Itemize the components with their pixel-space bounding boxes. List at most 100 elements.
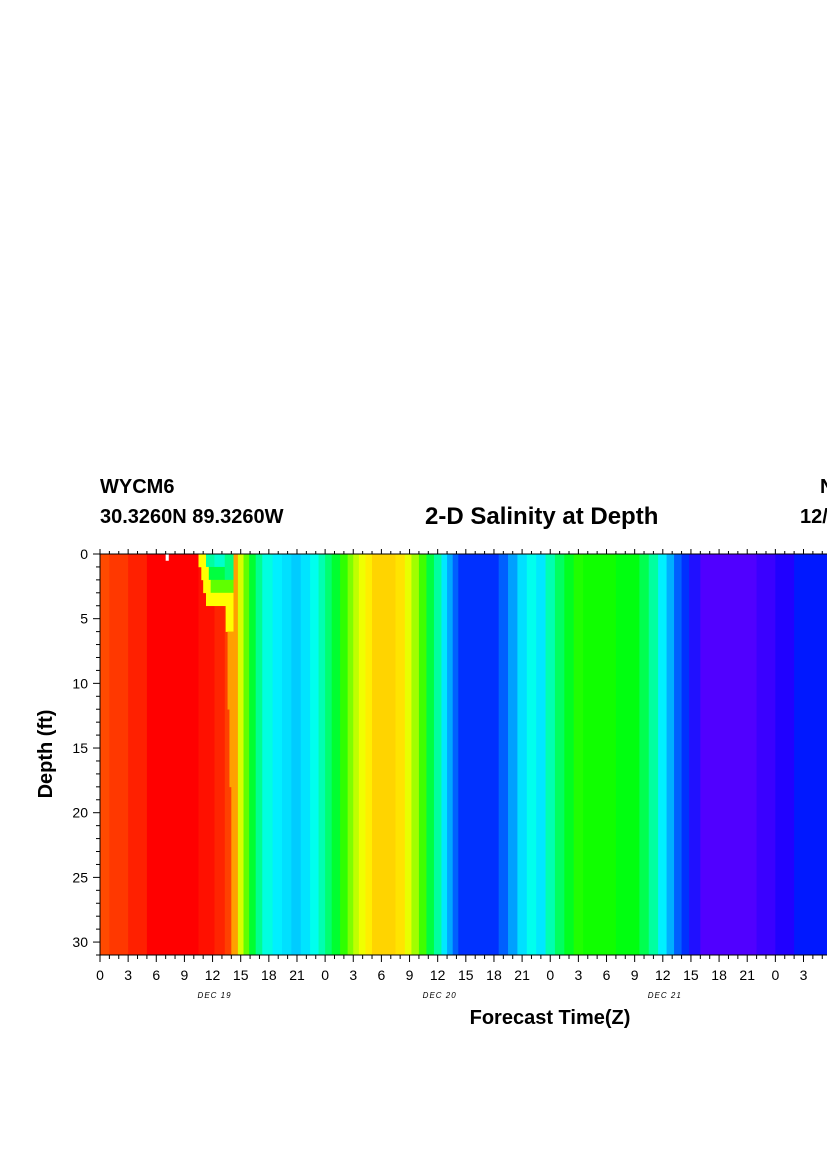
x-tick-label: 18 — [486, 967, 502, 983]
heatmap-band-52 — [674, 554, 682, 955]
heatmap-band-22 — [347, 554, 354, 955]
chart-title: 2-D Salinity at Depth — [425, 503, 659, 530]
heatmap-band-46 — [583, 554, 617, 955]
date-label: DEC 19 — [198, 991, 232, 1000]
heatmap-band-35 — [452, 554, 459, 955]
heatmap-cell-11 — [227, 631, 234, 710]
heatmap-cell-14 — [165, 554, 169, 561]
heatmap-band-25 — [365, 554, 373, 955]
heatmap-band-49 — [648, 554, 659, 955]
x-tick-label: 3 — [800, 967, 808, 983]
heatmap-band-12 — [262, 554, 273, 955]
plot-area — [100, 554, 827, 955]
heatmap-band-14 — [281, 554, 292, 955]
x-tick-label: 18 — [261, 967, 277, 983]
x-tick-label: 0 — [771, 967, 779, 983]
heatmap-cell-9 — [205, 592, 234, 607]
heatmap-band-7 — [233, 554, 239, 955]
heatmap-cell-7 — [203, 579, 211, 594]
heatmap-band-10 — [249, 554, 257, 955]
heatmap-band-36 — [458, 554, 500, 955]
heatmap-band-50 — [658, 554, 667, 955]
x-tick-label: 0 — [546, 967, 554, 983]
heatmap-band-38 — [508, 554, 518, 955]
heatmap-band-48 — [639, 554, 650, 955]
heatmap-band-15 — [291, 554, 302, 955]
heatmap-band-33 — [441, 554, 448, 955]
x-tick-label: 18 — [711, 967, 727, 983]
x-tick-label: 15 — [458, 967, 474, 983]
heatmap-band-19 — [325, 554, 333, 955]
y-tick-label: 0 — [80, 546, 88, 562]
y-tick-label: 25 — [72, 869, 88, 885]
right-header-line-2: 12/ — [800, 506, 827, 528]
x-tick-label: 6 — [152, 967, 160, 983]
heatmap-band-53 — [681, 554, 690, 955]
heatmap-band-44 — [564, 554, 575, 955]
heatmap-band-34 — [447, 554, 454, 955]
x-tick-label: 21 — [739, 967, 755, 983]
x-tick-label: 12 — [205, 967, 221, 983]
y-tick-label: 5 — [80, 611, 88, 627]
heatmap-band-1 — [109, 554, 129, 955]
heatmap-band-21 — [340, 554, 349, 955]
right-header-line-1: N — [820, 476, 827, 499]
heatmap-band-4 — [198, 554, 215, 955]
heatmap-band-45 — [573, 554, 584, 955]
heatmap-band-8 — [237, 554, 244, 955]
heatmap-band-43 — [554, 554, 565, 955]
y-tick-label: 20 — [72, 805, 88, 821]
date-label: DEC 20 — [423, 991, 457, 1000]
heatmap-cell-4 — [201, 566, 210, 581]
heatmap-band-41 — [536, 554, 546, 955]
y-axis-label: Depth (ft) — [35, 710, 57, 799]
heatmap-band-57 — [775, 554, 795, 955]
heatmap-band-24 — [358, 554, 366, 955]
x-tick-label: 0 — [96, 967, 104, 983]
heatmap-band-54 — [689, 554, 701, 955]
x-tick-label: 12 — [655, 967, 671, 983]
heatmap-band-37 — [498, 554, 509, 955]
heatmap-band-51 — [666, 554, 675, 955]
heatmap-cell-8 — [210, 579, 234, 594]
heatmap-band-29 — [411, 554, 420, 955]
station-coordinates: 30.3260N 89.3260W — [100, 506, 284, 528]
heatmap-cell-6 — [224, 566, 234, 581]
y-tick-label: 30 — [72, 934, 88, 950]
x-tick-label: 9 — [406, 967, 414, 983]
heatmap-band-13 — [272, 554, 283, 955]
x-tick-label: 12 — [430, 967, 446, 983]
heatmap-band-39 — [517, 554, 528, 955]
heatmap-band-9 — [243, 554, 250, 955]
x-axis-label: Forecast Time(Z) — [470, 1007, 631, 1029]
x-tick-label: 3 — [124, 967, 132, 983]
heatmap-band-16 — [300, 554, 311, 955]
heatmap-band-42 — [545, 554, 556, 955]
x-tick-label: 9 — [181, 967, 189, 983]
heatmap-cell-0 — [198, 554, 207, 568]
heatmap-cell-5 — [208, 566, 226, 581]
x-tick-label: 6 — [378, 967, 386, 983]
x-tick-label: 6 — [603, 967, 611, 983]
x-tick-label: 21 — [514, 967, 530, 983]
date-label: DEC 21 — [648, 991, 682, 1000]
heatmap-cell-2 — [214, 554, 226, 568]
heatmap-band-40 — [526, 554, 537, 955]
heatmap-band-31 — [426, 554, 435, 955]
heatmap-cell-1 — [205, 554, 215, 568]
x-tick-label: 21 — [289, 967, 305, 983]
y-tick-label: 15 — [72, 740, 88, 756]
heatmap-band-5 — [214, 554, 226, 955]
heatmap-cell-10 — [225, 605, 234, 632]
heatmap-band-30 — [418, 554, 427, 955]
heatmap-cell-13 — [231, 786, 238, 955]
heatmap-band-56 — [756, 554, 776, 955]
heatmap-band-55 — [700, 554, 757, 955]
heatmap-band-27 — [395, 554, 406, 955]
x-tick-label: 3 — [349, 967, 357, 983]
heatmap-band-0 — [100, 554, 110, 955]
x-tick-label: 3 — [574, 967, 582, 983]
heatmap-band-32 — [433, 554, 442, 955]
